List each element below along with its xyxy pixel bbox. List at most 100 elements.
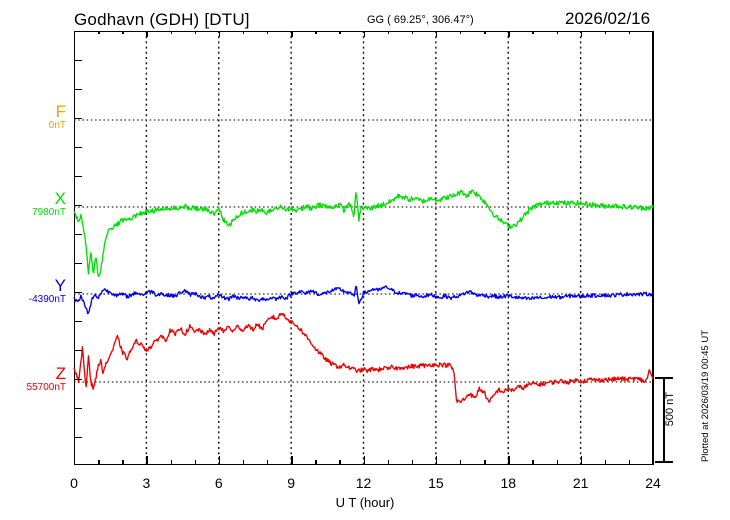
x-tick-label: 0 xyxy=(70,475,78,491)
x-axis-tick-minor xyxy=(315,460,317,465)
x-axis-tick-top xyxy=(532,31,534,34)
x-axis-tick-top xyxy=(74,31,76,37)
geographic-coordinates: GG ( 69.25°, 306.47°) xyxy=(367,14,474,26)
y-axis-tick xyxy=(74,437,82,439)
x-axis-tick-major xyxy=(508,456,510,465)
component-letter-z: Z xyxy=(55,364,66,383)
y-axis-tick xyxy=(74,292,82,294)
x-axis-tick-minor xyxy=(484,460,486,465)
x-axis-tick-top xyxy=(628,31,631,34)
x-tick-label: 24 xyxy=(645,475,661,491)
scale-bar-label: 500 nT xyxy=(664,392,676,427)
component-baseline-f: 0nT xyxy=(48,120,66,131)
x-axis-tick-top xyxy=(508,31,510,37)
x-axis-title: U T (hour) xyxy=(335,495,395,510)
x-axis-tick-minor xyxy=(628,460,631,465)
x-axis-tick-top xyxy=(315,31,317,34)
magnetogram-plot[interactable] xyxy=(73,31,654,465)
y-axis-tick xyxy=(74,118,82,120)
x-axis-tick-minor xyxy=(556,460,558,465)
y-axis-tick xyxy=(74,408,82,410)
trace-z xyxy=(73,312,654,404)
x-axis-tick-major xyxy=(363,456,365,465)
page-title: Godhavn (GDH) [DTU] xyxy=(74,10,250,29)
component-label-x: X 7980nT xyxy=(10,190,66,219)
trace-layer xyxy=(73,189,654,404)
x-tick-label: 12 xyxy=(355,475,372,491)
x-axis-tick-top xyxy=(267,31,269,34)
component-label-f: F 0nT xyxy=(10,103,66,132)
x-axis-tick-minor xyxy=(242,460,245,465)
x-axis-tick-top xyxy=(653,31,655,37)
x-axis-tick-top xyxy=(460,31,462,34)
component-label-y: Y -4390nT xyxy=(10,277,66,306)
y-axis-tick xyxy=(74,60,82,62)
x-axis-tick-top xyxy=(98,31,100,34)
x-axis-tick-major xyxy=(653,456,655,465)
component-baseline-y: -4390nT xyxy=(28,294,66,305)
x-axis-tick-top xyxy=(363,31,365,37)
y-axis-tick xyxy=(74,176,82,178)
x-axis-tick-minor xyxy=(194,460,197,465)
x-axis-tick-major xyxy=(74,456,76,465)
x-axis-tick-major xyxy=(218,456,221,465)
x-axis-tick-major xyxy=(580,456,583,465)
y-axis-tick xyxy=(74,350,82,352)
x-axis-tick-top xyxy=(411,31,414,34)
y-axis-tick xyxy=(74,234,82,236)
x-axis-tick-top xyxy=(604,31,607,34)
y-axis-tick xyxy=(74,321,82,323)
x-axis-tick-minor xyxy=(604,460,607,465)
x-axis-tick-top xyxy=(122,31,124,34)
component-baseline-x: 7980nT xyxy=(32,207,66,218)
y-axis-tick xyxy=(74,147,82,149)
x-axis-tick-minor xyxy=(532,460,534,465)
x-axis-tick-top xyxy=(339,31,341,34)
x-axis-tick-minor xyxy=(339,460,341,465)
x-axis-tick-top xyxy=(194,31,197,34)
x-axis-tick-minor xyxy=(98,460,100,465)
x-tick-label: 18 xyxy=(500,475,517,491)
x-axis-tick-top xyxy=(556,31,558,34)
y-axis-tick xyxy=(74,379,82,381)
x-axis-tick-major xyxy=(146,456,148,465)
plotted-timestamp: Plotted at 2026/03/19 00:45 UT xyxy=(700,330,711,463)
x-axis-tick-major xyxy=(435,456,438,465)
x-tick-label: 6 xyxy=(214,475,223,491)
x-axis-tick-top xyxy=(170,31,172,34)
x-axis-tick-minor xyxy=(170,460,172,465)
trace-y xyxy=(73,285,654,315)
component-letter-y: Y xyxy=(54,276,66,295)
x-axis-tick-minor xyxy=(122,460,124,465)
x-axis-tick-top xyxy=(242,31,245,34)
component-baseline-z: 55700nT xyxy=(26,382,66,393)
x-tick-label: 3 xyxy=(142,475,151,491)
right-axis-line xyxy=(652,31,654,465)
y-axis-tick xyxy=(74,205,82,207)
x-axis-tick-top xyxy=(218,31,221,37)
x-axis-tick-top xyxy=(387,31,390,34)
x-tick-label: 15 xyxy=(428,475,444,491)
x-axis-tick-top xyxy=(484,31,486,34)
x-axis-tick-top xyxy=(146,31,148,37)
trace-x xyxy=(73,189,654,278)
component-label-z: Z 55700nT xyxy=(10,365,66,394)
x-axis-tick-minor xyxy=(460,460,462,465)
x-tick-label: 21 xyxy=(572,475,589,491)
component-letter-x: X xyxy=(54,189,66,208)
x-axis-tick-minor xyxy=(411,460,414,465)
x-tick-label: 9 xyxy=(287,475,296,491)
x-axis-tick-top xyxy=(291,31,293,37)
x-axis-tick-minor xyxy=(387,460,390,465)
x-axis-tick-minor xyxy=(267,460,269,465)
component-letter-f: F xyxy=(55,102,66,121)
scale-bar xyxy=(663,378,665,462)
y-axis-tick xyxy=(74,263,82,265)
scale-bar-bottom-cap xyxy=(655,461,673,463)
y-axis-tick xyxy=(74,89,82,91)
x-axis-tick-major xyxy=(291,456,293,465)
x-axis-tick-top xyxy=(435,31,438,37)
x-axis-tick-top xyxy=(580,31,583,37)
plot-date: 2026/02/16 xyxy=(565,9,651,28)
scale-bar-top-cap xyxy=(655,377,673,379)
